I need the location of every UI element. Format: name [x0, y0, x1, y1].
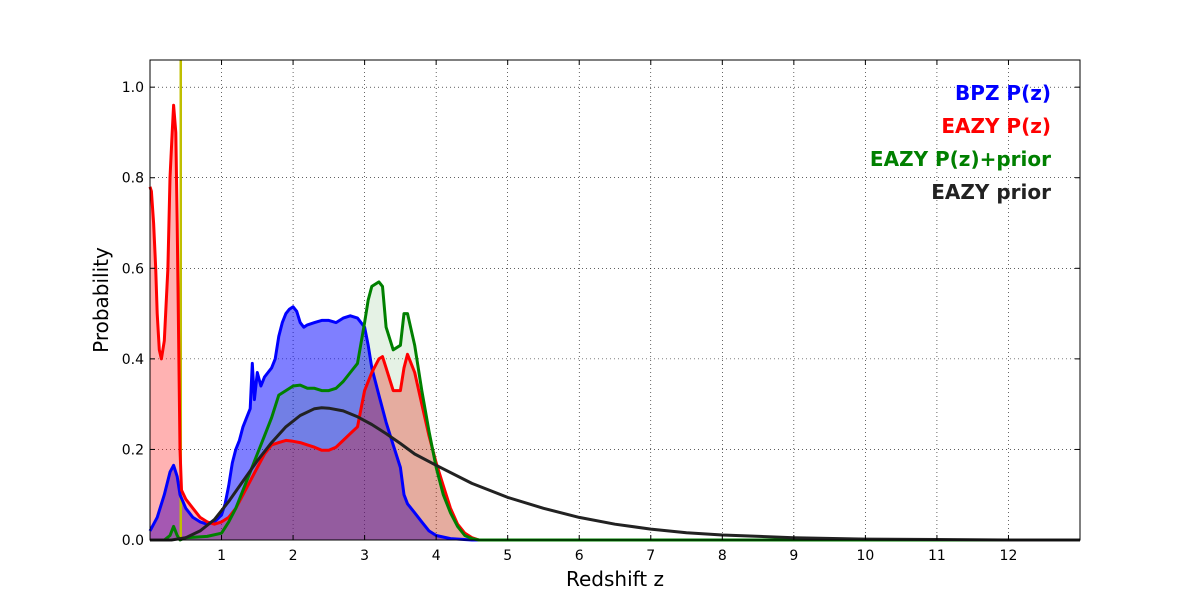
x-tick-label: 3	[360, 548, 369, 564]
x-tick-label: 4	[432, 548, 441, 564]
series-fill-2	[150, 281, 1080, 540]
x-tick-label: 7	[646, 548, 655, 564]
x-tick-label: 2	[289, 548, 298, 564]
legend: BPZ P(z) EAZY P(z) EAZY P(z)+prior EAZY pri…	[870, 81, 1051, 204]
y-tick-label: 0.0	[122, 533, 144, 549]
y-tick-label: 0.6	[122, 261, 144, 277]
legend-entry: EAZY P(z)+prior	[870, 147, 1051, 171]
x-tick-label: 11	[928, 548, 946, 564]
y-tick-label: 0.2	[122, 442, 144, 458]
legend-entry: EAZY P(z)	[941, 114, 1051, 138]
y-axis-ticks: 0.0 0.2 0.4 0.6 0.8 1.0	[122, 80, 1080, 549]
y-tick-label: 0.4	[122, 352, 144, 368]
x-tick-label: 9	[789, 548, 798, 564]
x-tick-label: 12	[1000, 548, 1018, 564]
y-axis-title: Probability	[89, 247, 113, 353]
legend-entry: BPZ P(z)	[955, 81, 1051, 105]
x-tick-label: 5	[503, 548, 512, 564]
x-tick-label: 6	[575, 548, 584, 564]
series-line-1	[148, 103, 1080, 542]
series-fill-0	[150, 306, 1080, 540]
x-axis-ticks: 1 2 3 4 5 6 7 8 9 10 11 12	[217, 60, 1017, 564]
series-line-2	[150, 280, 1080, 542]
series-line-3	[150, 406, 1080, 542]
y-tick-label: 0.8	[122, 171, 144, 187]
grid	[150, 60, 1080, 540]
series-lines	[148, 103, 1080, 542]
x-tick-label: 10	[856, 548, 874, 564]
x-tick-label: 1	[217, 548, 226, 564]
x-tick-label: 8	[718, 548, 727, 564]
legend-entry: EAZY prior	[931, 180, 1051, 204]
plot-frame	[149, 59, 1081, 541]
x-axis-title: Redshift z	[566, 567, 664, 591]
y-tick-label: 1.0	[122, 80, 144, 96]
